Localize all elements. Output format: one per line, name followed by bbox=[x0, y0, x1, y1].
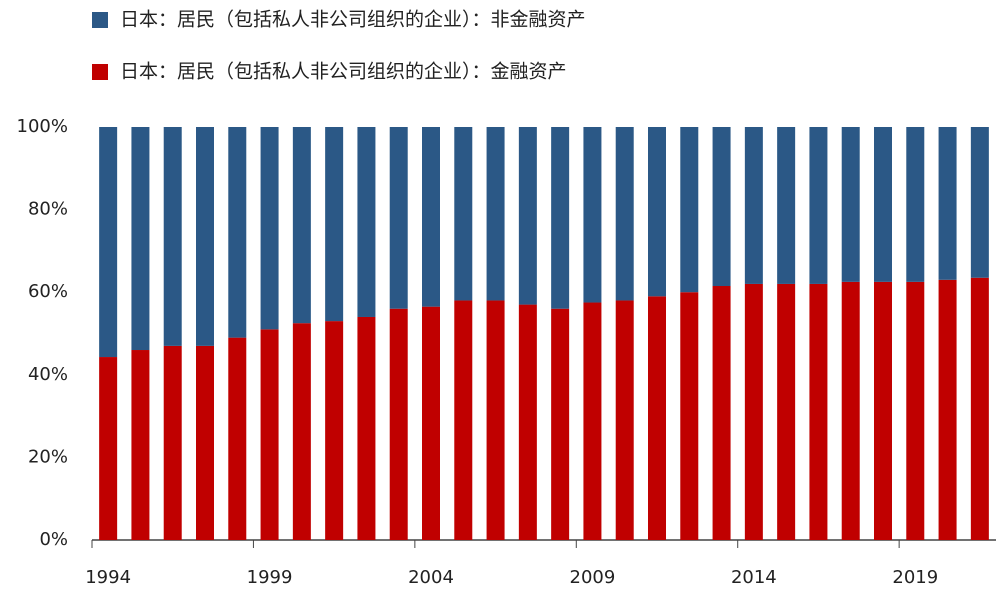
legend-label: 日本：居民（包括私人非公司组织的企业）：金融资产 bbox=[120, 61, 567, 83]
x-tick-label: 2009 bbox=[570, 567, 616, 588]
bar-segment bbox=[454, 127, 473, 301]
bar-segment bbox=[260, 329, 279, 540]
bar-segment bbox=[938, 127, 957, 280]
bar-segment bbox=[551, 127, 570, 309]
bar-segment bbox=[648, 296, 666, 540]
bar-segment bbox=[874, 127, 892, 282]
y-tick-label: 40% bbox=[28, 364, 68, 385]
bar-segment bbox=[712, 127, 731, 287]
bar-segment bbox=[712, 286, 731, 540]
bar-segment bbox=[518, 127, 537, 305]
bar-segment bbox=[809, 283, 828, 540]
bar-segment bbox=[260, 127, 279, 330]
bar-segment bbox=[357, 316, 376, 540]
bar-segment bbox=[131, 350, 150, 540]
bar-segment bbox=[325, 127, 344, 322]
bar-segment bbox=[131, 127, 150, 351]
bar-segment bbox=[196, 345, 214, 540]
x-tick-label: 1994 bbox=[85, 567, 131, 588]
x-tick-label: 2004 bbox=[408, 567, 454, 588]
bar-segment bbox=[938, 279, 957, 540]
bar-segment bbox=[486, 127, 505, 301]
bar-segment bbox=[163, 127, 182, 346]
bar-segment bbox=[389, 308, 408, 540]
bar-segment bbox=[292, 127, 311, 324]
bar-segment bbox=[292, 323, 311, 540]
y-tick-label: 0% bbox=[39, 529, 68, 550]
x-tick-label: 1999 bbox=[247, 567, 293, 588]
bar-segment bbox=[615, 300, 634, 540]
bar-segment bbox=[874, 281, 892, 540]
y-tick-label: 100% bbox=[17, 116, 68, 137]
bar-segment bbox=[648, 127, 666, 297]
bar-segment bbox=[841, 127, 860, 282]
bar-segment bbox=[680, 127, 699, 293]
bar-segment bbox=[777, 127, 796, 284]
bar-segment bbox=[99, 357, 118, 540]
bar-segment bbox=[744, 127, 763, 284]
bar-segment bbox=[228, 337, 247, 540]
bar-segment bbox=[970, 127, 989, 278]
bar-segment bbox=[389, 127, 408, 309]
bar-segment bbox=[163, 345, 182, 540]
bar-segment bbox=[680, 292, 699, 540]
bar-segment bbox=[583, 302, 602, 540]
x-tick-label: 2019 bbox=[892, 567, 938, 588]
bar-segment bbox=[454, 300, 473, 540]
bar-segment bbox=[422, 127, 440, 307]
bar-segment bbox=[551, 308, 570, 540]
bar-segment bbox=[970, 277, 989, 540]
y-tick-label: 20% bbox=[28, 446, 68, 467]
legend-swatch bbox=[92, 64, 108, 80]
bar-segment bbox=[777, 283, 796, 540]
y-tick-label: 60% bbox=[28, 281, 68, 302]
y-tick-label: 80% bbox=[28, 199, 68, 220]
x-tick-label: 2014 bbox=[731, 567, 777, 588]
bar-segment bbox=[228, 127, 247, 338]
bar-segment bbox=[99, 127, 118, 358]
bar-segment bbox=[744, 283, 763, 540]
bar-segment bbox=[486, 300, 505, 540]
legend-swatch bbox=[92, 12, 108, 28]
bar-segment bbox=[422, 306, 440, 540]
bar-segment bbox=[809, 127, 828, 284]
legend-label: 日本：居民（包括私人非公司组织的企业）：非金融资产 bbox=[120, 9, 586, 31]
bar-segment bbox=[583, 127, 602, 303]
bar-segment bbox=[325, 321, 344, 540]
bar-segment bbox=[357, 127, 376, 317]
bar-segment bbox=[906, 127, 925, 282]
bar-segment bbox=[615, 127, 634, 301]
bar-segment bbox=[841, 281, 860, 540]
bar-segment bbox=[906, 281, 925, 540]
bar-segment bbox=[518, 304, 537, 540]
bar-segment bbox=[196, 127, 214, 346]
